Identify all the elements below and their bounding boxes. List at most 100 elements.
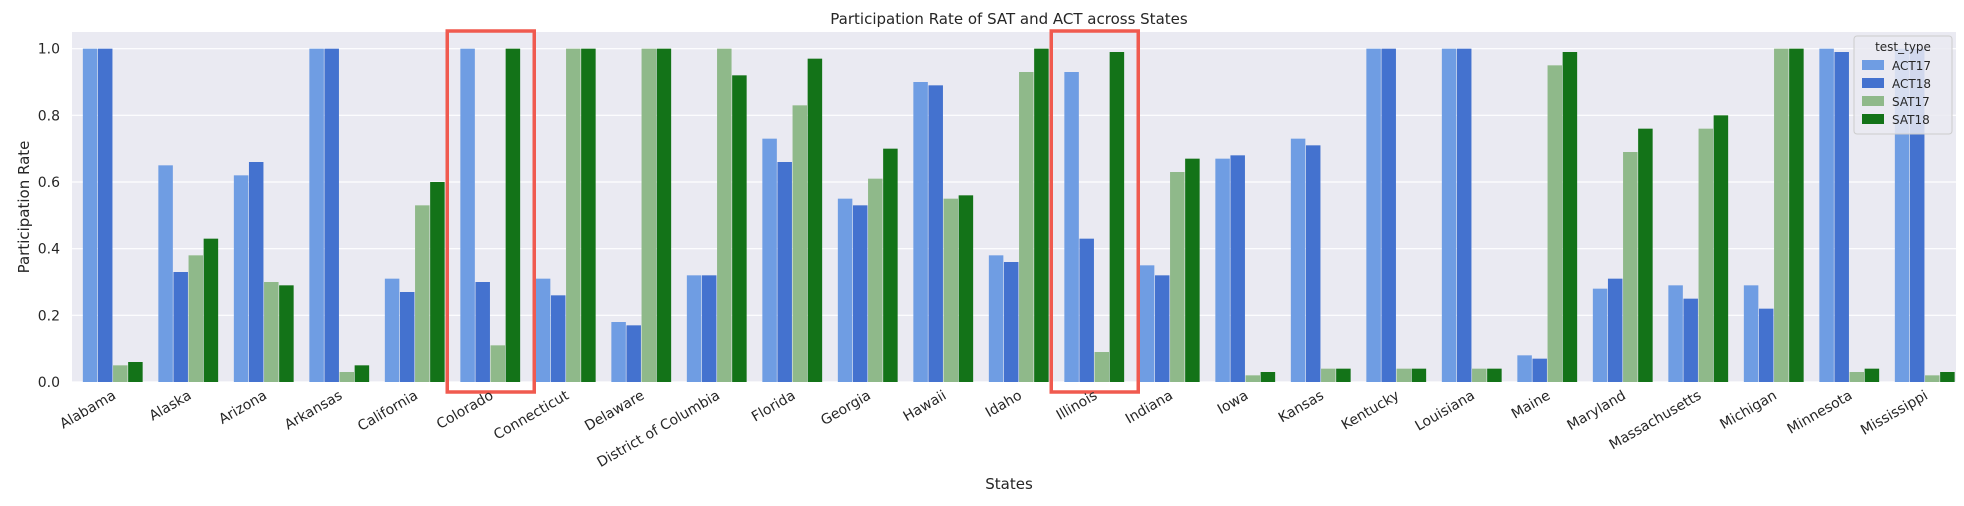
legend-entry: ACT17 — [1892, 59, 1931, 73]
bar-sat18 — [505, 48, 521, 383]
legend-entry: ACT18 — [1892, 77, 1931, 91]
x-tick-label: Michigan — [1717, 388, 1779, 433]
bar-sat18 — [128, 362, 143, 382]
x-tick-label: Kansas — [1276, 388, 1327, 427]
bar-sat18 — [203, 238, 219, 382]
x-tick-label: Kentucky — [1339, 388, 1402, 434]
bar-act18 — [324, 48, 339, 383]
bar-sat18 — [430, 182, 445, 382]
bar-sat17 — [490, 345, 506, 382]
bar-act18 — [1607, 278, 1623, 382]
y-tick-label: 0.2 — [38, 308, 60, 324]
x-tick-label: Mississippi — [1858, 388, 1931, 439]
bar-act17 — [1064, 72, 1079, 382]
bar-act17 — [82, 48, 98, 383]
x-tick-label: Arkansas — [282, 388, 345, 434]
bar-sat17 — [1472, 368, 1487, 382]
bar-act18 — [928, 85, 943, 382]
bar-act17 — [1592, 288, 1608, 382]
x-tick-label: Louisiana — [1412, 388, 1477, 435]
bar-act18 — [852, 205, 868, 382]
bar-act18 — [1456, 48, 1472, 383]
y-tick-label: 0.0 — [38, 375, 60, 391]
legend-swatch — [1862, 114, 1884, 124]
bar-act18 — [1230, 155, 1245, 382]
legend-entry: SAT17 — [1892, 95, 1930, 109]
bar-sat17 — [339, 372, 355, 382]
bar-act17 — [158, 165, 173, 382]
bar-act18 — [1079, 238, 1094, 382]
bar-sat18 — [1034, 48, 1049, 383]
bar-sat18 — [1411, 368, 1427, 382]
bar-act18 — [1834, 52, 1849, 382]
bar-sat18 — [732, 75, 747, 382]
bar-sat18 — [1109, 52, 1125, 382]
bar-sat17 — [415, 205, 430, 382]
bar-act17 — [1819, 48, 1834, 383]
bar-act17 — [686, 275, 702, 382]
y-tick-label: 0.4 — [38, 242, 60, 258]
x-tick-label: Iowa — [1215, 388, 1251, 418]
bar-act17 — [1517, 355, 1532, 382]
bar-sat18 — [1638, 128, 1653, 382]
legend-swatch — [1862, 96, 1884, 106]
y-ticks: 0.0 0.2 0.4 0.6 0.8 1.0 — [38, 42, 60, 391]
x-tick-label: Connecticut — [491, 387, 572, 443]
bar-act17 — [988, 255, 1004, 382]
bar-act17 — [233, 175, 249, 382]
bar-act18 — [777, 162, 792, 382]
bar-act18 — [701, 275, 717, 382]
x-ticks: Alabama Alaska Arizona Arkansas California Co… — [57, 387, 1930, 470]
bar-sat17 — [1245, 375, 1261, 382]
x-tick-label: Arizona — [216, 388, 270, 428]
bar-sat18 — [1336, 368, 1351, 382]
bar-sat17 — [641, 48, 657, 383]
bar-act18 — [173, 272, 188, 382]
y-axis-label: Participation Rate — [15, 141, 33, 274]
bar-act17 — [1441, 48, 1457, 383]
bar-sat17 — [1396, 368, 1412, 382]
legend: test_type ACT17 ACT18 SAT17 SAT18 — [1853, 35, 1953, 135]
bar-act17 — [611, 322, 626, 382]
x-axis-label: States — [985, 475, 1033, 493]
bar-sat18 — [1260, 372, 1276, 382]
bar-sat17 — [264, 282, 279, 382]
bar-act17 — [384, 278, 400, 382]
bar-act18 — [1381, 48, 1396, 383]
bar-sat18 — [1487, 368, 1502, 382]
legend-title: test_type — [1875, 40, 1931, 54]
bar-act17 — [913, 82, 928, 382]
bar-act17 — [1215, 158, 1230, 382]
highlight-box — [1049, 29, 1140, 394]
bar-sat18 — [958, 195, 974, 382]
bar-act17 — [535, 278, 551, 382]
x-tick-label: Alaska — [147, 388, 195, 425]
x-tick-label: Maine — [1509, 388, 1553, 423]
x-tick-label: Idaho — [983, 388, 1025, 421]
bar-sat17 — [1623, 152, 1638, 382]
bar-sat17 — [188, 255, 204, 382]
bar-sat18 — [656, 48, 672, 383]
bar-sat18 — [1940, 372, 1955, 382]
bar-act18 — [1003, 262, 1019, 382]
bar-act17 — [762, 138, 777, 382]
bar-act18 — [626, 325, 641, 382]
bar-act18 — [1532, 358, 1547, 382]
bar-sat17 — [1019, 72, 1034, 382]
bar-sat17 — [1925, 375, 1940, 382]
bar-sat18 — [354, 365, 370, 382]
bar-sat17 — [943, 198, 959, 382]
x-tick-label: Delaware — [582, 388, 647, 435]
bar-act18 — [399, 292, 415, 382]
x-tick-label: California — [355, 388, 421, 435]
bar-sat17 — [717, 48, 732, 383]
bar-act18 — [550, 295, 566, 382]
x-tick-label: Hawaii — [901, 388, 950, 425]
x-tick-label: Georgia — [818, 388, 874, 429]
x-tick-label: Minnesota — [1785, 388, 1856, 438]
bar-act18 — [1305, 145, 1321, 382]
bar-act17 — [1290, 138, 1306, 382]
legend-swatch — [1862, 78, 1884, 88]
bar-act18 — [1154, 275, 1170, 382]
x-tick-label: Maryland — [1565, 388, 1629, 434]
